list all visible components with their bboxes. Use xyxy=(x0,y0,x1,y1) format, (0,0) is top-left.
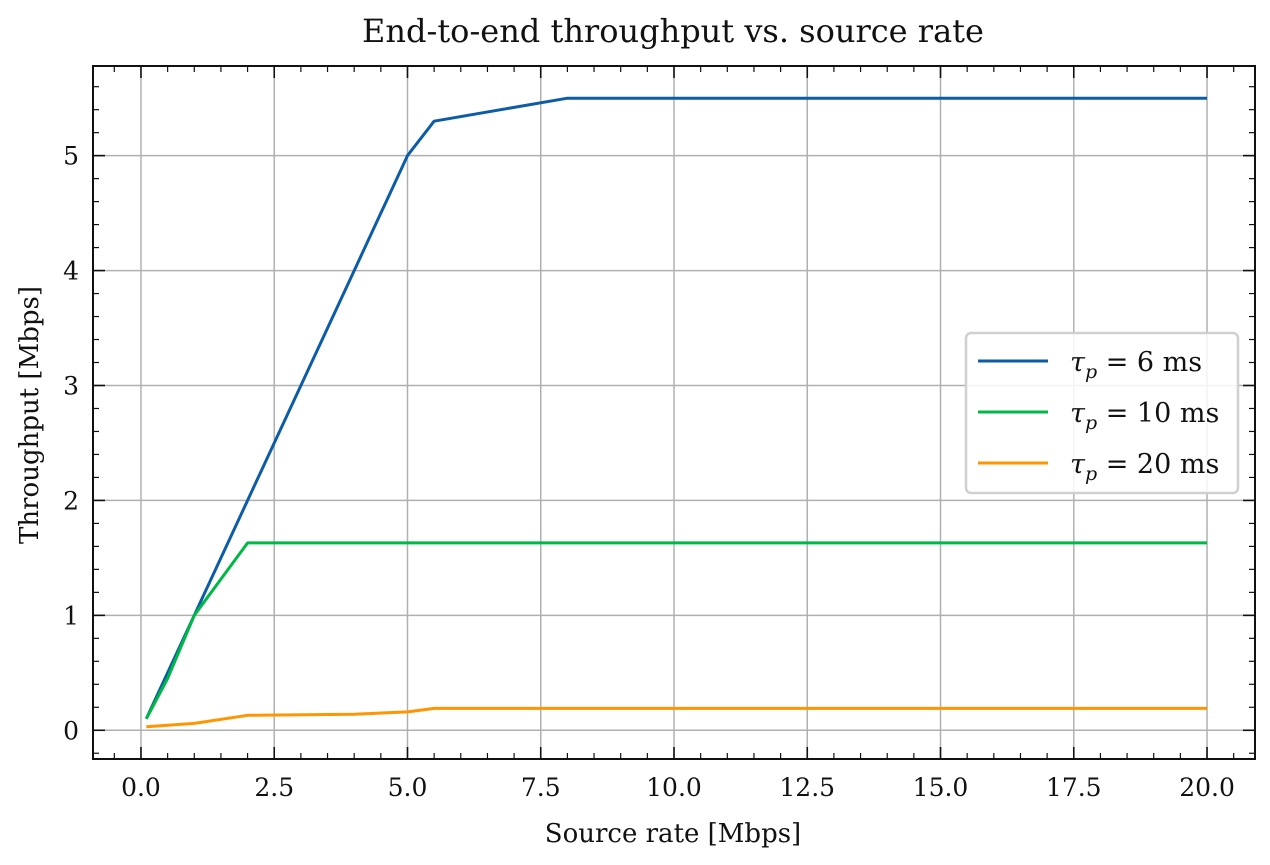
y-tick-label: 1 xyxy=(63,601,79,630)
legend: τp = 6 ms τp = 10 ms τp = 20 ms xyxy=(964,331,1240,495)
x-tick-label: 10.0 xyxy=(646,773,702,802)
x-tick-label: 7.5 xyxy=(521,773,561,802)
y-tick-label: 2 xyxy=(63,486,79,515)
y-tick-label: 5 xyxy=(63,142,79,171)
x-tick-label: 12.5 xyxy=(779,773,835,802)
x-tick-label: 17.5 xyxy=(1046,773,1102,802)
x-tick-label: 15.0 xyxy=(913,773,969,802)
x-tick-label: 20.0 xyxy=(1179,773,1235,802)
x-tick-label: 2.5 xyxy=(254,773,294,802)
series-lines xyxy=(144,96,1207,729)
series-line-3 xyxy=(146,706,1207,729)
x-tick-label: 5.0 xyxy=(388,773,428,802)
axis-ticks xyxy=(93,66,1255,759)
legend-label: τp = 20 ms xyxy=(1070,449,1219,485)
y-tick-label: 0 xyxy=(63,716,79,745)
legend-label: τp = 10 ms xyxy=(1070,398,1219,434)
legend-box xyxy=(964,331,1240,495)
chart-title: End-to-end throughput vs. source rate xyxy=(362,12,984,50)
x-tick-label: 0.0 xyxy=(121,773,161,802)
y-tick-label: 4 xyxy=(63,257,79,286)
x-axis-label: Source rate [Mbps] xyxy=(545,819,801,849)
legend-label: τp = 6 ms xyxy=(1070,347,1202,383)
tick-labels: 0.0 2.5 5.0 7.5 10.0 12.5 15.0 17.5 20.0 0 1 2 3 4 5 xyxy=(63,142,1235,802)
series-line-2 xyxy=(144,541,1207,720)
y-axis-label: Throughput [Mbps] xyxy=(15,286,45,544)
y-tick-label: 3 xyxy=(63,371,79,400)
